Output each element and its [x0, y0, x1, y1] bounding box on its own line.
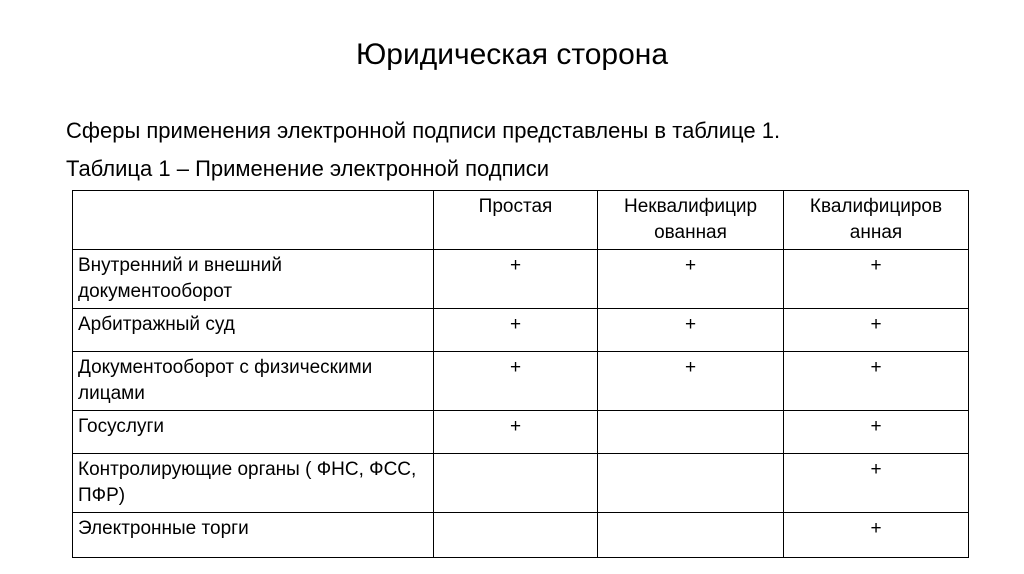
table-cell: +	[783, 308, 969, 352]
table-cell: +	[433, 249, 598, 309]
intro-text: Сферы применения электронной подписи пре…	[66, 118, 781, 143]
table-cell: +	[433, 351, 598, 411]
table-row: Госуслуги + +	[72, 410, 969, 454]
table-cell: +	[783, 512, 969, 558]
table-header-row: Простая Неквалифицир ованная Квалифициров …	[72, 190, 969, 250]
table-cell: +	[597, 308, 784, 352]
header-cell: Неквалифицир ованная	[597, 190, 784, 250]
table-cell	[433, 453, 598, 513]
table-cell: +	[783, 453, 969, 513]
table-row: Контролирующие органы ( ФНС, ФСС, ПФР) +	[72, 453, 969, 513]
table-cell: Контролирующие органы ( ФНС, ФСС, ПФР)	[72, 453, 434, 513]
table-cell	[597, 410, 784, 454]
header-cell: Простая	[433, 190, 598, 250]
table-cell: +	[597, 351, 784, 411]
table-cell: Арбитражный суд	[72, 308, 434, 352]
table-row: Внутренний и внешний документооборот + + +	[72, 249, 969, 309]
table-row: Электронные торги +	[72, 512, 969, 558]
table-cell: Внутренний и внешний документооборот	[72, 249, 434, 309]
table-row: Документооборот с физическими лицами + + +	[72, 351, 969, 411]
table-cell: Электронные торги	[72, 512, 434, 558]
table-cell: +	[783, 351, 969, 411]
table-cell	[433, 512, 598, 558]
table-cell: +	[783, 249, 969, 309]
table-cell: +	[433, 308, 598, 352]
table-caption: Таблица 1 – Применение электронной подпи…	[66, 156, 550, 181]
table-cell: +	[597, 249, 784, 309]
table-row: Арбитражный суд + + +	[72, 308, 969, 352]
table-cell	[597, 512, 784, 558]
header-cell	[72, 190, 434, 250]
signature-table: Простая Неквалифицир ованная Квалифициров …	[72, 190, 969, 558]
header-cell: Квалифициров анная	[783, 190, 969, 250]
page-title: Юридическая сторона	[355, 38, 669, 71]
table-cell: +	[783, 410, 969, 454]
table-cell: Госуслуги	[72, 410, 434, 454]
table-cell: Документооборот с физическими лицами	[72, 351, 434, 411]
table-cell: +	[433, 410, 598, 454]
table-cell	[597, 453, 784, 513]
